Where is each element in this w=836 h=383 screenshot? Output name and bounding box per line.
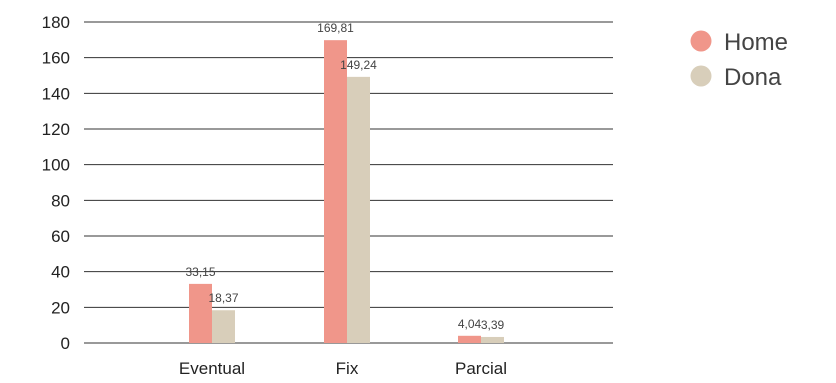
- bar-home-fix: [324, 40, 347, 343]
- data-label: 33,15: [185, 265, 215, 279]
- y-tick-label: 120: [42, 120, 70, 139]
- data-label: 3,39: [481, 318, 505, 332]
- data-label: 18,37: [208, 291, 238, 305]
- y-tick-label: 180: [42, 13, 70, 32]
- bar-home-parcial: [458, 335, 481, 343]
- legend-label-dona: Dona: [724, 64, 782, 91]
- legend-marker-dona: [690, 65, 712, 87]
- y-tick-label: 100: [42, 156, 70, 175]
- legend-label-home: Home: [724, 29, 788, 56]
- data-label: 4,04: [458, 317, 482, 331]
- y-tick-label: 0: [61, 334, 70, 353]
- data-label: 169,81: [317, 21, 354, 35]
- y-tick-label: 60: [51, 227, 70, 246]
- x-tick-label: Parcial: [455, 359, 507, 378]
- bar-dona-parcial: [481, 336, 504, 343]
- legend: Home Dona: [690, 29, 788, 91]
- bar-home-eventual: [189, 283, 212, 343]
- legend-marker-home: [690, 30, 712, 52]
- y-tick-label: 160: [42, 49, 70, 68]
- data-labels: 33,15 18,37 169,81 149,24 4,04 3,39: [185, 21, 504, 332]
- bar-dona-eventual: [212, 310, 235, 343]
- data-label: 149,24: [340, 58, 377, 72]
- bars: [189, 40, 504, 343]
- bar-dona-fix: [347, 76, 370, 343]
- y-tick-label: 20: [51, 298, 70, 317]
- x-axis-ticks: Eventual Fix Parcial: [179, 359, 507, 378]
- x-tick-label: Fix: [336, 359, 359, 378]
- x-tick-label: Eventual: [179, 359, 245, 378]
- y-tick-label: 40: [51, 263, 70, 282]
- y-axis-ticks: 0 20 40 60 80 100 120 140 160 180: [42, 13, 70, 353]
- y-tick-label: 140: [42, 84, 70, 103]
- y-tick-label: 80: [51, 191, 70, 210]
